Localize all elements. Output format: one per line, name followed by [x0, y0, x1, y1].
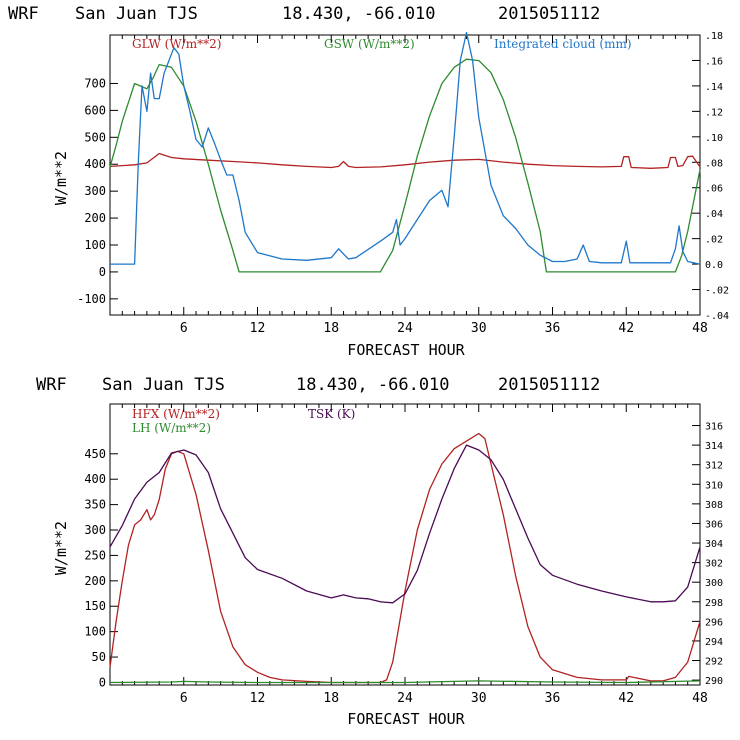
y-tick-label: 450 — [84, 447, 106, 461]
header-coordinates: 18.430, -66.010 — [282, 4, 436, 24]
x-tick-label: 24 — [397, 691, 413, 706]
bottom-y-axis-label: W/m**2 — [52, 521, 70, 575]
legend-integrated-cloud: Integrated cloud (mm) — [494, 37, 632, 51]
y2-tick-label: 294 — [705, 637, 723, 648]
y-tick-label: 50 — [92, 650, 106, 664]
bottom-x-axis-label: FORECAST HOUR — [347, 710, 465, 728]
y-tick-label: 200 — [84, 574, 106, 588]
y-tick-label: 200 — [84, 211, 106, 225]
y2-tick-label: .14 — [705, 82, 723, 93]
bottom-panel-series — [109, 432, 701, 684]
series-line-glw — [109, 152, 701, 169]
y2-tick-label: 312 — [705, 461, 723, 472]
x-tick-label: 36 — [545, 321, 561, 336]
series-line-gsw — [109, 58, 701, 273]
legend-glw: GLW (W/m**2) — [132, 37, 221, 51]
top-panel-axes: 6 12 18 24 30 36 42 48 -100 0 100 200 300 400 500 600 70… — [77, 31, 729, 336]
y2-tick-label: 314 — [705, 441, 723, 452]
y2-tick-label: .06 — [705, 184, 723, 195]
header-init-time: 2015051112 — [498, 4, 600, 24]
x-tick-label: 6 — [180, 321, 188, 336]
y-tick-label: -100 — [77, 292, 106, 306]
y2-tick-label: 296 — [705, 617, 723, 628]
y2-tick-label: 290 — [705, 676, 723, 687]
legend-hfx: HFX (W/m**2) — [132, 407, 220, 421]
legend-tsk: TSK (K) — [308, 407, 355, 421]
bottom-panel-header: WRF San Juan TJS 18.430, -66.010 2015051… — [36, 375, 600, 395]
y-tick-label: 300 — [84, 523, 106, 537]
y-tick-label: 250 — [84, 548, 106, 562]
y2-tick-label: 0.0 — [705, 260, 723, 271]
y2-tick-label: 316 — [705, 422, 723, 433]
header-model: WRF — [8, 4, 39, 24]
y2-tick-label: 292 — [705, 657, 723, 668]
x-tick-label: 42 — [618, 321, 634, 336]
header-station-2: San Juan TJS — [102, 375, 225, 395]
series-line-integrated — [110, 31, 701, 265]
x-tick-label: 18 — [323, 691, 339, 706]
y-tick-label: 100 — [84, 238, 106, 252]
series-line-tsk — [109, 444, 701, 604]
x-tick-label: 24 — [397, 321, 413, 336]
x-tick-label: 30 — [471, 321, 487, 336]
x-tick-label: 42 — [618, 691, 634, 706]
y-tick-label: 700 — [84, 76, 106, 90]
series-line-hfx — [109, 432, 701, 684]
series-line-lh — [109, 680, 701, 684]
y2-tick-label: .08 — [705, 158, 723, 169]
header-station: San Juan TJS — [75, 4, 198, 24]
y2-tick-label: 300 — [705, 578, 723, 589]
x-tick-label: 6 — [180, 691, 188, 706]
header-coordinates-2: 18.430, -66.010 — [296, 375, 450, 395]
y-tick-label: 400 — [84, 472, 106, 486]
y2-tick-label: -.02 — [705, 286, 729, 297]
y2-tick-label: 308 — [705, 500, 723, 511]
y2-tick-label: 304 — [705, 539, 723, 550]
legend-gsw: GSW (W/m**2) — [324, 37, 415, 51]
bottom-panel-axes: 6 12 18 24 30 36 42 48 0 50 100 150 200 250 300 350 400 4… — [84, 403, 723, 706]
y-tick-label: 500 — [84, 130, 106, 144]
x-tick-label: 12 — [250, 691, 266, 706]
x-tick-label: 48 — [692, 321, 708, 336]
y2-tick-label: .18 — [705, 31, 723, 42]
y2-tick-label: 310 — [705, 480, 723, 491]
y-tick-label: 100 — [84, 625, 106, 639]
y-tick-label: 300 — [84, 184, 106, 198]
y2-tick-label: -.04 — [705, 311, 729, 322]
y-tick-label: 0 — [99, 265, 106, 279]
x-tick-label: 36 — [545, 691, 561, 706]
top-y-axis-label: W/m**2 — [52, 151, 70, 205]
y-tick-label: 350 — [84, 498, 106, 512]
header-init-time-2: 2015051112 — [498, 375, 600, 395]
x-tick-label: 18 — [323, 321, 339, 336]
x-tick-label: 12 — [250, 321, 266, 336]
x-tick-label: 30 — [471, 691, 487, 706]
x-tick-label: 48 — [692, 691, 708, 706]
y2-tick-label: .02 — [705, 235, 723, 246]
y2-tick-label: 306 — [705, 519, 723, 530]
y-tick-label: 150 — [84, 599, 106, 613]
y2-tick-label: 302 — [705, 559, 723, 570]
plot-frame — [109, 34, 701, 316]
y-tick-label: 600 — [84, 103, 106, 117]
header-model-2: WRF — [36, 375, 67, 395]
y2-tick-label: .04 — [705, 209, 723, 220]
top-panel-header: WRF San Juan TJS 18.430, -66.010 2015051… — [8, 4, 600, 24]
plot-frame — [109, 403, 701, 686]
y-tick-label: 400 — [84, 157, 106, 171]
y-tick-label: 0 — [99, 675, 106, 689]
top-panel-series — [109, 31, 701, 273]
y2-tick-label: .12 — [705, 107, 723, 118]
y2-tick-label: .10 — [705, 133, 723, 144]
y2-tick-label: 298 — [705, 598, 723, 609]
y2-tick-label: .16 — [705, 56, 723, 67]
legend-lh: LH (W/m**2) — [132, 421, 211, 435]
top-x-axis-label: FORECAST HOUR — [347, 341, 465, 359]
